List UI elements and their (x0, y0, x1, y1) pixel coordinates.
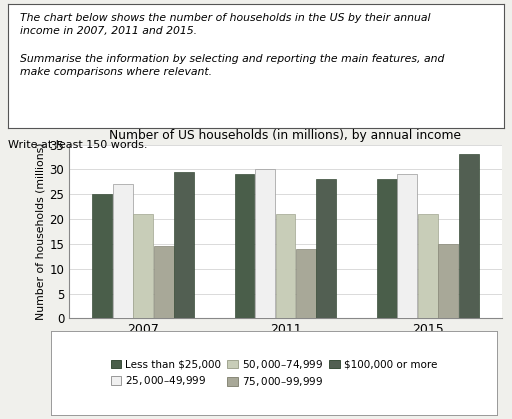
Bar (154, 246, 174, 318)
Title: Number of US households (in millions), by annual income: Number of US households (in millions), b… (110, 129, 461, 142)
Text: The chart below shows the number of households in the US by their annual
income : The chart below shows the number of hous… (20, 13, 444, 77)
Bar (275, 214, 295, 318)
Bar (397, 174, 417, 318)
Bar (377, 179, 397, 318)
Bar (133, 214, 153, 318)
Bar (459, 155, 479, 318)
Bar (418, 214, 438, 318)
Bar (92, 194, 112, 318)
Bar (234, 174, 254, 318)
Bar (438, 244, 458, 318)
Bar (113, 184, 133, 318)
Bar (296, 249, 316, 318)
X-axis label: Year: Year (272, 338, 299, 351)
Y-axis label: Number of households (millions): Number of households (millions) (35, 143, 45, 320)
Bar (316, 179, 336, 318)
Text: Write at least 150 words.: Write at least 150 words. (8, 140, 147, 150)
Bar (174, 172, 194, 318)
Bar (255, 169, 275, 318)
Legend: Less than $25,000, $25,000–$49,999, $50,000–$74,999, $75,000–$99,999, $100,000 o: Less than $25,000, $25,000–$49,999, $50,… (105, 353, 442, 393)
